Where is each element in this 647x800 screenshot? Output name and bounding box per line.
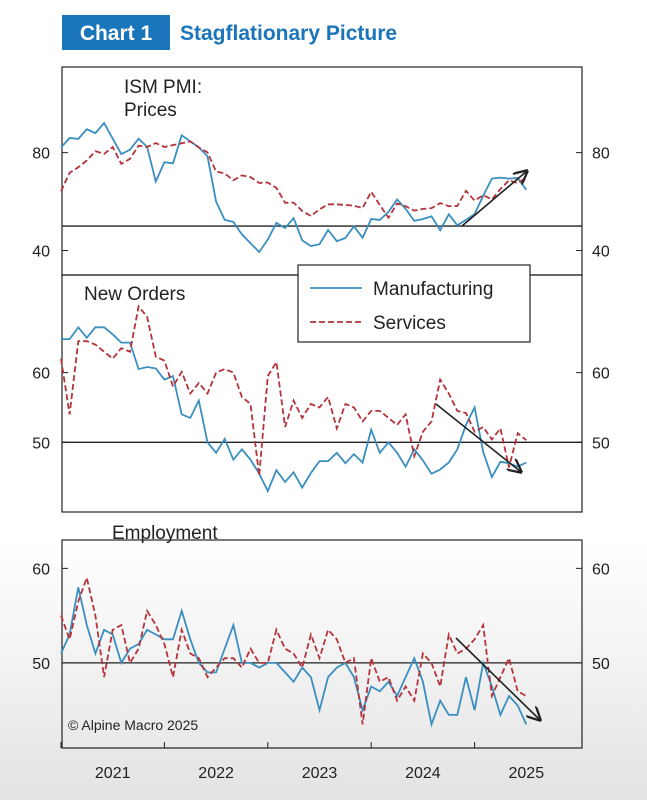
legend-box xyxy=(297,264,531,343)
panel-title: Employment xyxy=(112,523,218,544)
series-line xyxy=(60,121,528,254)
y2-tick-label: 50 xyxy=(592,435,610,452)
trend-arrow xyxy=(435,403,521,472)
x-tick-label: 2021 xyxy=(95,765,131,782)
y-tick-label: 50 xyxy=(32,435,50,452)
legend-label: Manufacturing xyxy=(373,279,493,300)
panel-frame xyxy=(61,539,583,749)
y-tick-label: 60 xyxy=(32,561,50,578)
trend-arrow xyxy=(461,171,527,227)
x-tick-label: 2022 xyxy=(198,765,234,782)
series-line xyxy=(60,587,528,728)
y2-tick-label: 60 xyxy=(592,561,610,578)
series-line xyxy=(60,304,527,476)
header-label: Chart 1 xyxy=(80,22,153,45)
plots: 40 40 80 80 50 50 60 60 50 50 60 60 2021 2022 2023 2024… xyxy=(32,66,610,782)
legend: Manufacturing Services xyxy=(297,264,531,343)
panel-title: New Orders xyxy=(84,284,186,305)
series-line xyxy=(60,140,527,220)
x-tick-label: 2025 xyxy=(509,765,545,782)
x-tick-label: 2023 xyxy=(302,765,338,782)
series-line xyxy=(61,325,527,494)
trend-arrow xyxy=(455,637,540,720)
panel-title: ISM PMI: Prices xyxy=(124,77,203,121)
header-box xyxy=(62,15,170,50)
header-title: Stagflationary Picture xyxy=(180,22,397,45)
y-tick-label: 60 xyxy=(32,366,50,383)
y-tick-label: 80 xyxy=(32,146,50,163)
y2-tick-label: 50 xyxy=(592,656,610,673)
y2-tick-label: 40 xyxy=(592,244,610,261)
source: © Alpine Macro 2025 xyxy=(68,717,198,733)
y-tick-label: 50 xyxy=(32,656,50,673)
x-tick-label: 2024 xyxy=(405,765,441,782)
y-tick-label: 40 xyxy=(32,244,50,261)
legend-label: Services xyxy=(373,313,446,334)
series-line xyxy=(60,574,527,725)
y2-tick-label: 60 xyxy=(592,366,610,383)
y2-tick-label: 80 xyxy=(592,146,610,163)
